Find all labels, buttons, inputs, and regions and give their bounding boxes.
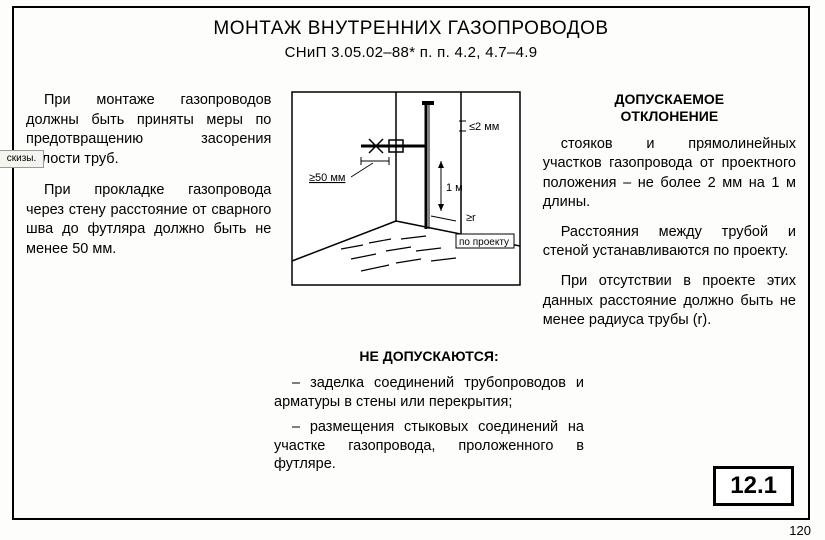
forbidden-section: НЕ ДОПУСКАЮТСЯ: – заделка соединений тру… <box>274 348 584 480</box>
label-project: по проекту <box>459 237 509 248</box>
page-title: МОНТАЖ ВНУТРЕННИХ ГАЗОПРОВОДОВ <box>14 18 808 40</box>
right-para-3: При отсутствии в проекте этих данных рас… <box>543 272 796 331</box>
left-column: При монтаже газопроводов должны быть при… <box>26 91 279 341</box>
forbidden-para-1: – заделка соединений трубопроводов и арм… <box>274 374 584 412</box>
tolerance-header: ДОПУСКАЕМОЕ ОТКЛОНЕНИЕ <box>543 91 796 125</box>
right-para-2: Расстояния между трубой и стеной устанав… <box>543 223 796 262</box>
label-2mm: ≤2 мм <box>469 121 499 133</box>
page-number: 120 <box>789 523 811 538</box>
forbidden-para-2: – размещения стыковых соединений на учас… <box>274 418 584 475</box>
left-para-1: При монтаже газопроводов должны быть при… <box>26 91 271 169</box>
center-column: ≤2 мм ≥50 мм <box>279 91 532 341</box>
sketches-button[interactable]: скизы. <box>0 150 44 168</box>
content-row: При монтаже газопроводов должны быть при… <box>14 91 808 341</box>
document-page: МОНТАЖ ВНУТРЕННИХ ГАЗОПРОВОДОВ СНиП 3.05… <box>12 6 810 520</box>
right-para-1: стояков и прямолинейных участков газопро… <box>543 135 796 213</box>
forbidden-header: НЕ ДОПУСКАЮТСЯ: <box>274 348 584 364</box>
label-r: ≥r <box>466 212 476 224</box>
tolerance-header-l1: ДОПУСКАЕМОЕ <box>615 91 725 107</box>
label-50mm: ≥50 мм <box>309 172 345 184</box>
pipe-diagram: ≤2 мм ≥50 мм <box>291 91 521 286</box>
right-column: ДОПУСКАЕМОЕ ОТКЛОНЕНИЕ стояков и прямоли… <box>533 91 796 341</box>
tolerance-header-l2: ОТКЛОНЕНИЕ <box>621 108 719 124</box>
left-para-2: При прокладке газопровода через стену ра… <box>26 181 271 259</box>
page-subtitle: СНиП 3.05.02–88* п. п. 4.2, 4.7–4.9 <box>14 44 808 61</box>
section-number-box: 12.1 <box>713 466 794 506</box>
label-1m: 1 м <box>446 182 463 194</box>
